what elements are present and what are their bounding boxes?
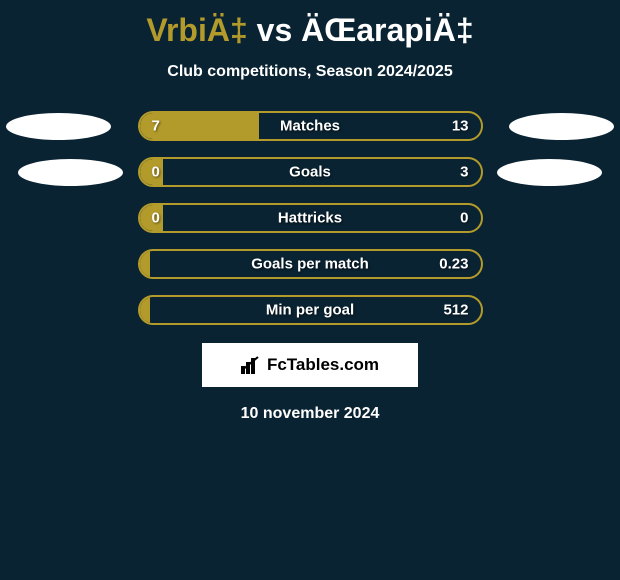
stat-value-right: 0.23 xyxy=(439,256,468,273)
stat-bar-fill xyxy=(140,297,150,323)
fctables-logo[interactable]: FcTables.com xyxy=(202,343,418,387)
stat-label: Goals per match xyxy=(251,256,369,273)
stat-value-left: 7 xyxy=(152,118,160,135)
stat-row: 0 Hattricks 0 xyxy=(0,203,620,233)
stat-bar: 0 Goals 3 xyxy=(138,157,483,187)
logo-text: FcTables.com xyxy=(267,355,379,375)
stat-bar: Goals per match 0.23 xyxy=(138,249,483,279)
stat-row: Goals per match 0.23 xyxy=(0,249,620,279)
stat-bar-fill xyxy=(140,251,150,277)
stats-container: 7 Matches 13 0 Goals 3 0 Hattricks 0 Goals per ma… xyxy=(0,111,620,325)
title-player1: VrbiÄ‡ xyxy=(146,12,247,48)
stat-value-right: 512 xyxy=(443,302,468,319)
subtitle: Club competitions, Season 2024/2025 xyxy=(0,63,620,81)
page-title: VrbiÄ‡ vs ÄŒarapiÄ‡ xyxy=(0,0,620,49)
bars-icon xyxy=(241,356,261,374)
stat-bar: Min per goal 512 xyxy=(138,295,483,325)
title-vs: vs xyxy=(257,12,293,48)
title-player2: ÄŒarapiÄ‡ xyxy=(301,12,474,48)
stat-label: Matches xyxy=(280,118,340,135)
player-ellipse-right xyxy=(497,159,602,186)
stat-row: 0 Goals 3 xyxy=(0,157,620,187)
stat-bar: 7 Matches 13 xyxy=(138,111,483,141)
stat-row: Min per goal 512 xyxy=(0,295,620,325)
stat-value-right: 0 xyxy=(460,210,468,227)
stat-value-left: 0 xyxy=(152,210,160,227)
date-text: 10 november 2024 xyxy=(0,405,620,423)
stat-label: Goals xyxy=(289,164,331,181)
stat-value-right: 13 xyxy=(452,118,469,135)
stat-bar: 0 Hattricks 0 xyxy=(138,203,483,233)
player-ellipse-left xyxy=(6,113,111,140)
stat-row: 7 Matches 13 xyxy=(0,111,620,141)
stat-label: Hattricks xyxy=(278,210,342,227)
stat-value-right: 3 xyxy=(460,164,468,181)
player-ellipse-right xyxy=(509,113,614,140)
player-ellipse-left xyxy=(18,159,123,186)
stat-value-left: 0 xyxy=(152,164,160,181)
stat-label: Min per goal xyxy=(266,302,354,319)
